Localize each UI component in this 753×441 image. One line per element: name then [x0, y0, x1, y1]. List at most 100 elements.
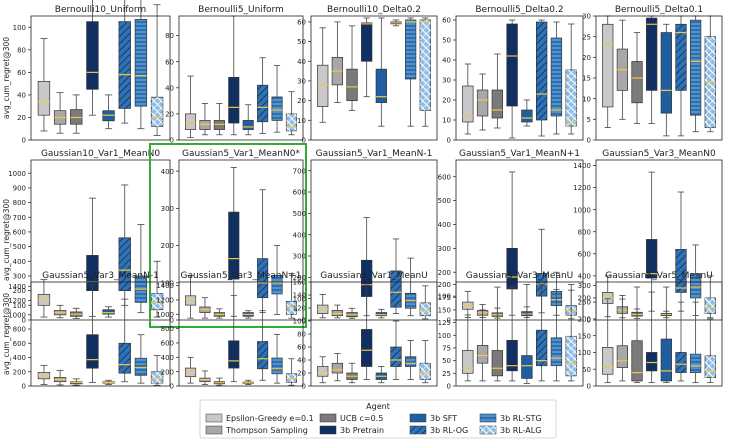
box-hatch — [257, 258, 268, 298]
box — [317, 64, 329, 107]
panel-title: Bernoulli10_Delta0.2 — [327, 5, 421, 15]
y-tick-label: 0 — [170, 317, 174, 325]
panel-title: Gaussian5_Var1_MeanU — [320, 271, 428, 281]
legend-item: 3b SFT — [409, 413, 457, 423]
y-tick-label: 400 — [438, 221, 451, 229]
box — [242, 120, 254, 130]
y-tick-label: 1000 — [8, 170, 26, 178]
panel-frame — [595, 159, 723, 321]
box-hatch — [551, 337, 562, 366]
box — [86, 21, 99, 90]
y-tick-label: 150 — [578, 332, 591, 340]
panel-frame — [595, 281, 723, 387]
box — [602, 23, 614, 108]
y-tick-label: 0 — [447, 383, 451, 391]
panel-frame — [310, 15, 438, 141]
panel: Gaussian5_Var3_MeanN-1020040060080010001… — [2, 271, 171, 391]
legend-item: UCB c=0.5 — [319, 413, 383, 423]
y-tick-label: 60 — [17, 69, 26, 77]
box-hatch — [420, 19, 431, 111]
y-tick-label: 100 — [13, 302, 26, 310]
panel: Bernoulli5_Delta0.2 0 10 20 30 40 50 60 — [442, 5, 584, 145]
box — [317, 366, 329, 377]
box — [331, 362, 343, 374]
y-axis-label: avg_cum_regret@300 — [2, 199, 11, 281]
y-tick-label: 400 — [13, 354, 26, 362]
panel-title: Gaussian10_Var1_MeanN0 — [41, 149, 160, 159]
y-tick-label: 600 — [13, 340, 26, 348]
y-tick-label: 700 — [13, 214, 26, 222]
panel-frame — [178, 159, 304, 321]
box-hatch — [118, 21, 131, 109]
panel-title: Bernoulli5_Delta0.2 — [475, 5, 563, 15]
y-tick-label: 1200 — [573, 184, 591, 192]
panel: Gaussian5_Var1_MeanU 0 20 40 60 80 100 120 140 16… — [293, 271, 438, 391]
legend-item: Epsilon-Greedy e=0.1 — [205, 413, 314, 423]
y-tick-label: 200 — [13, 287, 26, 295]
panel: Gaussian5_Var1_MeanN+1 0 100 200 300 400 500 60… — [438, 149, 584, 325]
y-tick-label: 200 — [161, 242, 174, 250]
y-tick-label: 800 — [161, 325, 174, 333]
y-tick-label: 80 — [297, 331, 306, 339]
panel-title: Gaussian5_Var1_MeanN+1 — [459, 149, 580, 159]
y-tick-label: 600 — [161, 340, 174, 348]
y-tick-label: 1400 — [156, 282, 174, 290]
y-tick-label: 100 — [293, 318, 306, 326]
legend-label: Epsilon-Greedy e=0.1 — [226, 414, 314, 423]
box-hatch — [390, 270, 402, 308]
legend-item: Thompson Sampling — [205, 425, 308, 435]
box-hatch — [286, 373, 297, 383]
box-hatch — [705, 297, 716, 314]
legend-item: 3b RL-ALG — [479, 425, 541, 435]
box-hatch — [118, 343, 131, 374]
box — [631, 340, 643, 382]
y-tick-label: 400 — [13, 258, 26, 266]
box — [228, 340, 240, 369]
y-tick-label: 0 — [22, 137, 26, 145]
y-tick-label: 30 — [297, 78, 306, 86]
y-tick-label: 800 — [13, 199, 26, 207]
y-tick-label: 300 — [293, 253, 306, 261]
y-tick-label: 300 — [13, 273, 26, 281]
legend-swatch — [205, 425, 223, 435]
panel-frame — [455, 15, 584, 141]
box — [102, 309, 115, 315]
box-hatch — [271, 358, 283, 374]
box — [660, 338, 672, 382]
y-tick-label: 0 — [302, 317, 306, 325]
panel-title: Bernoulli10_Uniform — [55, 5, 146, 15]
y-tick-label: 40 — [297, 357, 306, 365]
y-tick-label: 0 — [587, 137, 591, 145]
y-tick-label: 0 — [170, 137, 174, 145]
y-tick-label: 200 — [438, 281, 451, 289]
panel-title: Gaussian5_Var5_MeanU — [605, 271, 713, 281]
panel-frame — [30, 15, 171, 141]
box — [346, 68, 358, 101]
box — [491, 350, 504, 377]
y-tick-label: 40 — [165, 84, 174, 92]
box — [37, 81, 51, 116]
box — [631, 61, 643, 104]
y-tick-label: 800 — [13, 326, 26, 334]
box-hatch — [675, 352, 687, 373]
box — [660, 32, 672, 114]
panel-title: Bernoulli5_Uniform — [198, 5, 284, 15]
box — [506, 339, 518, 372]
y-tick-label: 50 — [582, 366, 591, 374]
y-tick-label: 40 — [297, 58, 306, 66]
panel-frame — [178, 15, 304, 141]
panel-frame — [30, 281, 171, 387]
y-tick-label: 60 — [297, 19, 306, 27]
y-tick-label: 60 — [442, 17, 451, 25]
y-tick-label: 1000 — [8, 311, 26, 319]
legend-label: 3b RL-ALG — [500, 426, 541, 435]
y-tick-label: 0 — [587, 317, 591, 325]
y-tick-label: 100 — [578, 349, 591, 357]
y-tick-label: 500 — [13, 243, 26, 251]
y-tick-label: 0 — [22, 383, 26, 391]
y-tick-label: 0 — [447, 317, 451, 325]
box — [616, 345, 628, 368]
box-hatch — [675, 24, 687, 91]
panel-title: Bernoulli5_Delta0.1 — [615, 5, 703, 15]
y-tick-label: 400 — [293, 231, 306, 239]
